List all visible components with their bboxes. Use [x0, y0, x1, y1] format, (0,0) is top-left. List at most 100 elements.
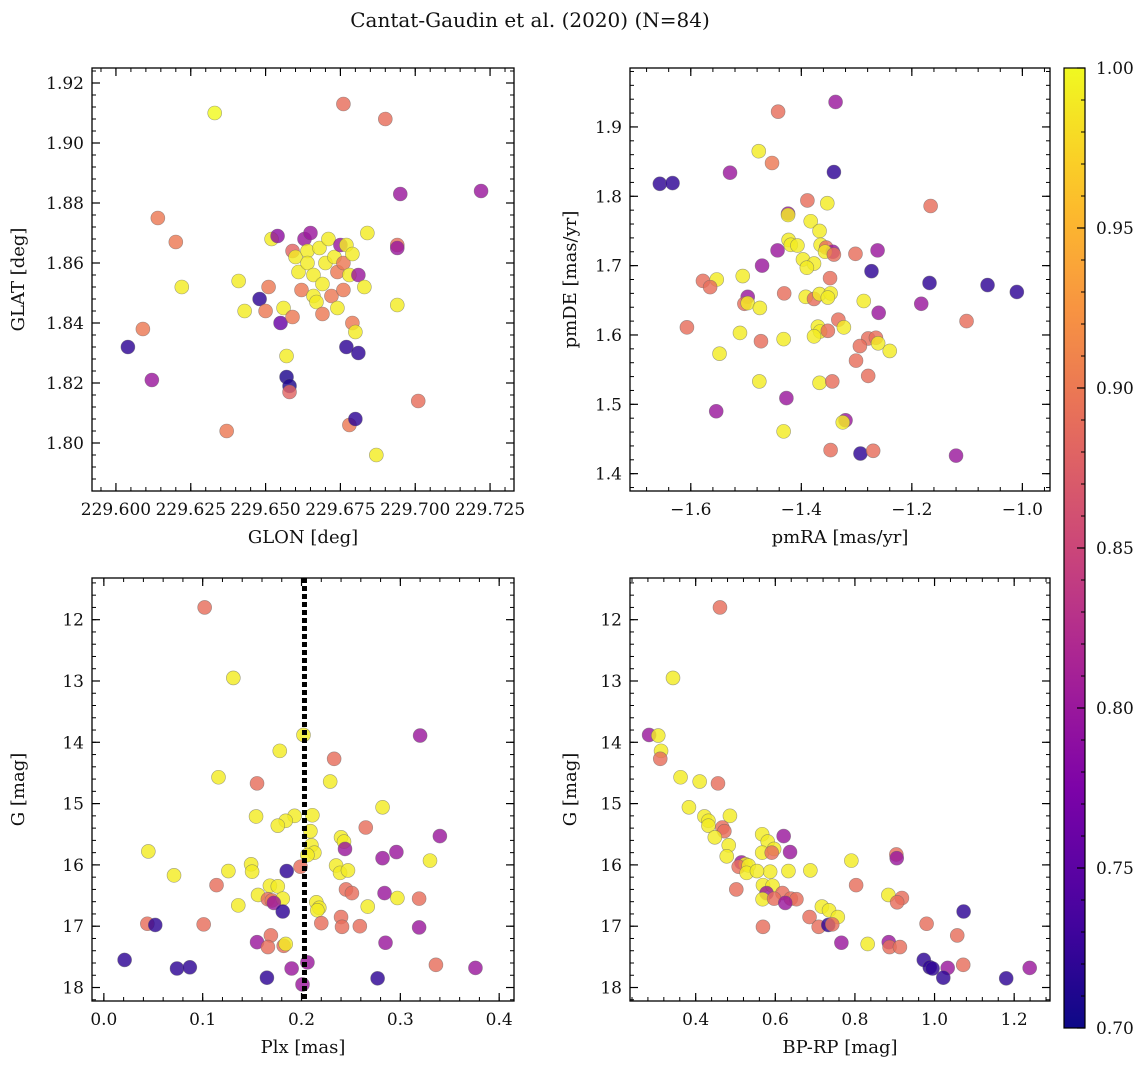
data-point	[221, 863, 236, 879]
colorbar-tick-label: 0.80	[1096, 699, 1134, 719]
y-tick-label: 18	[62, 979, 84, 999]
data-point	[923, 198, 938, 214]
x-tick-label: 229.625	[156, 500, 226, 520]
data-point	[754, 258, 770, 273]
data-point	[231, 273, 246, 289]
data-point	[336, 282, 351, 298]
data-point	[348, 411, 363, 427]
data-point	[310, 902, 325, 918]
data-point	[722, 165, 738, 181]
data-point	[980, 277, 995, 293]
data-point	[749, 863, 765, 879]
data-point	[291, 264, 306, 280]
data-point	[776, 331, 791, 347]
data-point	[261, 279, 276, 295]
colorbar-tick-label: 0.85	[1096, 539, 1134, 559]
data-point	[860, 368, 876, 384]
data-point	[751, 143, 767, 159]
data-point	[377, 885, 392, 901]
data-point	[375, 799, 390, 815]
data-point	[288, 249, 303, 265]
data-point	[780, 207, 796, 223]
x-tick-label: 1.0	[921, 1010, 948, 1030]
data-point	[728, 882, 744, 897]
data-point	[249, 776, 265, 791]
data-point	[822, 270, 838, 286]
data-point	[135, 321, 151, 337]
data-point	[337, 841, 353, 857]
data-point	[913, 296, 929, 312]
data-point	[244, 864, 260, 879]
x-tick-label: 0.4	[486, 1010, 513, 1030]
data-point	[196, 917, 211, 932]
y-tick-label: 13	[600, 672, 622, 692]
data-point	[722, 808, 738, 824]
data-point	[665, 175, 680, 191]
data-point	[652, 176, 668, 192]
data-point	[673, 769, 688, 785]
data-point	[278, 936, 294, 952]
data-point	[294, 282, 309, 298]
panel-1: 229.600 229.625 229.650 229.675 229.700 229.7…	[8, 67, 525, 548]
y-tick-label: 1.88	[46, 194, 84, 214]
x-tick-label: 229.700	[380, 500, 450, 520]
data-point	[248, 809, 264, 824]
x-tick-label: −1.2	[891, 500, 932, 520]
data-point	[919, 916, 934, 932]
y-tick-label: 1.90	[46, 134, 84, 154]
major-ticks	[630, 68, 1050, 491]
data-point	[378, 111, 393, 127]
figure-title: Cantat-Gaudin et al. (2020) (N=84)	[350, 8, 710, 32]
data-point	[315, 276, 330, 292]
data-point	[824, 374, 840, 389]
data-point	[776, 286, 792, 301]
data-point	[936, 970, 951, 986]
data-point	[422, 853, 438, 868]
data-point	[812, 375, 827, 391]
data-point	[834, 935, 849, 951]
y-tick-label: 16	[62, 856, 84, 876]
data-point	[360, 225, 375, 241]
data-point	[369, 447, 384, 463]
data-point	[270, 228, 285, 244]
colorbar-tick-label: 0.70	[1096, 1019, 1134, 1039]
y-tick-label: 1.7	[595, 257, 622, 277]
data-point	[860, 936, 875, 952]
data-point	[375, 850, 390, 866]
data-point	[820, 323, 836, 339]
y-tick-label: 13	[62, 672, 84, 692]
axes-frame	[91, 67, 515, 492]
colorbar-tick-label: 0.90	[1096, 379, 1134, 399]
data-point	[732, 325, 748, 341]
data-point	[411, 891, 427, 906]
data-point	[820, 290, 836, 305]
x-axis-label: pmRA [mas/yr]	[772, 527, 909, 548]
data-point	[150, 210, 166, 226]
data-point	[340, 863, 356, 878]
data-point	[285, 309, 300, 325]
minor-ticks	[92, 68, 514, 492]
y-tick-label: 1.82	[46, 374, 84, 394]
data-point	[679, 320, 695, 335]
data-point	[330, 300, 345, 316]
data-point	[306, 267, 321, 283]
data-point	[258, 303, 273, 319]
data-point	[865, 443, 881, 459]
data-point	[305, 807, 320, 823]
data-point	[959, 313, 974, 329]
data-point	[764, 845, 780, 860]
data-point	[207, 105, 223, 121]
y-axis-label: pmDE [mas/yr]	[560, 211, 581, 349]
data-point	[719, 849, 735, 864]
data-point	[770, 243, 785, 258]
data-point	[803, 863, 818, 878]
data-point	[864, 263, 879, 279]
data-point	[276, 300, 291, 316]
data-point	[279, 348, 294, 364]
data-point	[777, 895, 793, 911]
data-point	[707, 830, 723, 845]
axes-frame	[629, 67, 1051, 492]
data-point	[803, 213, 819, 229]
data-point	[211, 769, 226, 785]
y-tick-label: 12	[600, 611, 622, 631]
